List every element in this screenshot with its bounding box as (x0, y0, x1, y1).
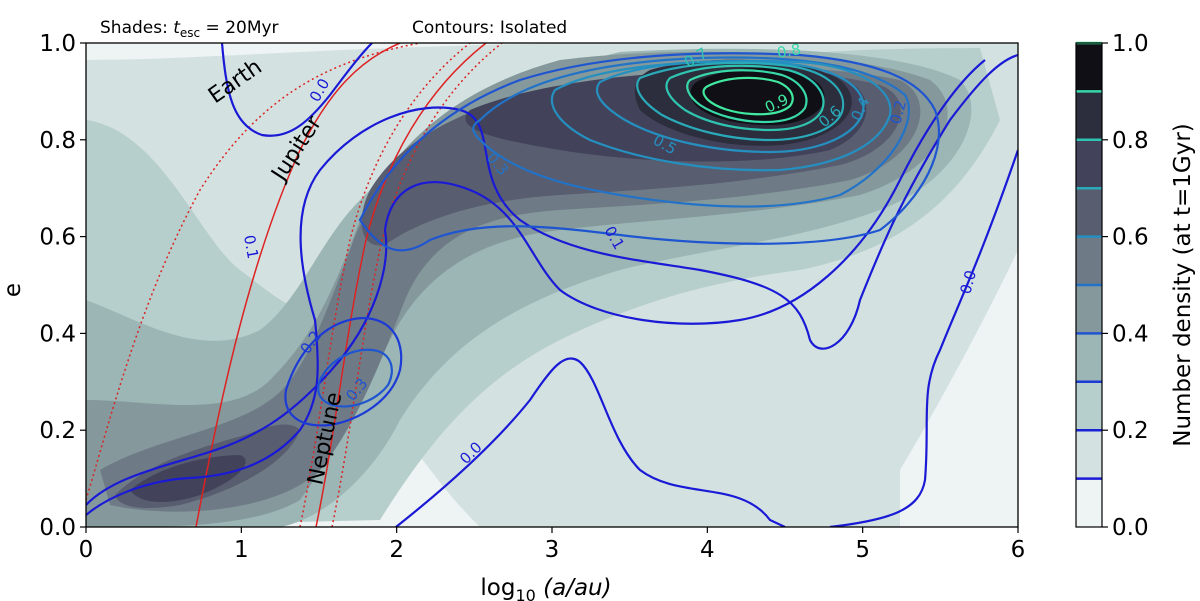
x-tick-label: 5 (855, 537, 870, 563)
plot-area: Earth Jupiter Neptune 0.0 0.0 0.0 0.1 0.… (86, 40, 1018, 527)
contour-label: 0.0 (956, 268, 980, 296)
y-tick-label: 0.0 (39, 515, 76, 541)
colorbar-tick-label: 0.0 (1112, 515, 1149, 541)
colorbar-swatch (1076, 43, 1102, 92)
planet-curves (86, 43, 503, 527)
x-axis-ticks: 0 1 2 3 4 5 6 (79, 527, 1026, 563)
neptune-curve-dotted-right (331, 43, 503, 527)
contour-0.6 (636, 61, 845, 142)
x-tick-label: 1 (234, 537, 249, 563)
x-tick-label: 2 (389, 537, 404, 563)
colorbar-swatch (1076, 188, 1102, 238)
x-tick-label: 0 (79, 537, 94, 563)
contour-label: 0.2 (886, 98, 910, 126)
contour-0.3-big (472, 56, 910, 208)
colorbar: 0.0 0.2 0.4 0.6 0.8 1.0 (1075, 31, 1149, 541)
contour-0.7 (665, 64, 825, 132)
colorbar-swatch (1076, 430, 1102, 480)
x-tick-label: 3 (545, 537, 560, 563)
density-shades (86, 43, 1018, 527)
annotation-shades: Shades: tesc = 20Myr (100, 18, 279, 40)
colorbar-label: Number density (at t=1Gyr) (1170, 123, 1196, 447)
earth-curve-dotted (86, 43, 421, 501)
contour-0.2-big (358, 52, 940, 252)
x-tick-label: 6 (1011, 537, 1026, 563)
x-axis-label: log10 (a/au) (480, 575, 611, 601)
contour-0.3-small (317, 348, 393, 408)
y-tick-label: 0.4 (39, 321, 76, 347)
contour-label: 0.8 (776, 40, 803, 62)
contour-lines (86, 43, 1018, 527)
colorbar-tick-label: 0.6 (1112, 225, 1149, 251)
colorbar-frame (1075, 42, 1103, 528)
neptune-curve-solid (315, 43, 487, 527)
colorbar-tick-label: 0.4 (1112, 321, 1149, 347)
contour-0.8 (686, 69, 808, 124)
contour-0.0-top (220, 43, 373, 137)
colorbar-swatch (1076, 285, 1102, 334)
shade-level-9 (690, 67, 825, 125)
contour-0.5 (595, 60, 865, 154)
neptune-curve-dotted-left (299, 43, 471, 527)
x-tick-label: 4 (700, 537, 715, 563)
y-tick-label: 1.0 (39, 31, 76, 57)
jupiter-curve-solid (195, 43, 401, 527)
y-tick-label: 0.8 (39, 128, 76, 154)
contour-0.9 (702, 76, 794, 116)
colorbar-swatch (1076, 91, 1102, 141)
y-axis-ticks: 0.0 0.2 0.4 0.6 0.8 1.0 (39, 31, 86, 541)
contour-0.0-right (829, 149, 1018, 527)
shade-level-6 (115, 70, 901, 508)
contour-0.0-bottom (395, 357, 786, 527)
colorbar-swatch (1076, 381, 1102, 431)
colorbar-swatch (1076, 478, 1102, 528)
contour-0.1 (86, 53, 1018, 516)
y-tick-label: 0.2 (39, 418, 76, 444)
y-axis-label: e (0, 283, 26, 297)
colorbar-tick-label: 0.8 (1112, 128, 1149, 154)
colorbar-tick-label: 1.0 (1112, 31, 1149, 57)
contour-0.1-b (86, 59, 986, 506)
contour-0.2-small (284, 316, 403, 427)
colorbar-swatch (1076, 333, 1102, 383)
annotation-contours: Contours: Isolated (412, 18, 567, 38)
colorbar-swatch (1076, 236, 1102, 286)
contour-label: 0.1 (240, 234, 262, 261)
colorbar-tick-label: 0.2 (1112, 418, 1149, 444)
y-tick-label: 0.6 (39, 225, 76, 251)
colorbar-swatch (1076, 139, 1102, 189)
